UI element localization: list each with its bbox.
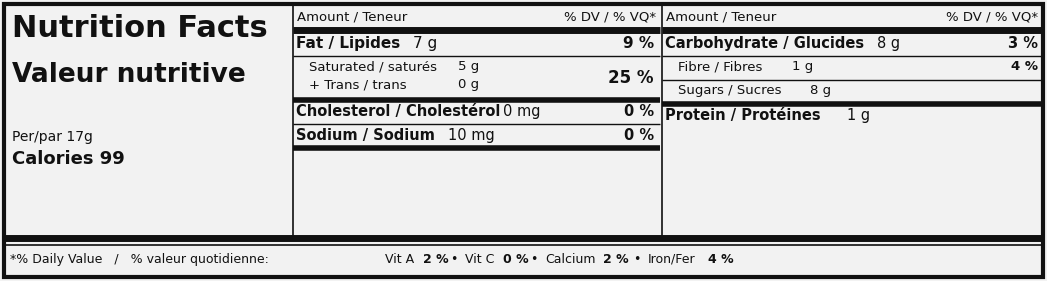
Text: 7 g: 7 g	[413, 36, 438, 51]
Text: •: •	[450, 253, 458, 266]
Text: 10 mg: 10 mg	[448, 128, 495, 143]
Text: Amount / Teneur: Amount / Teneur	[666, 10, 776, 23]
Text: + Trans / trans: + Trans / trans	[309, 78, 406, 91]
Text: 0 %: 0 %	[624, 128, 654, 143]
Text: 8 g: 8 g	[877, 36, 900, 51]
Text: 1 g: 1 g	[792, 60, 814, 73]
Text: Nutrition Facts: Nutrition Facts	[12, 14, 268, 43]
Text: 1 g: 1 g	[847, 108, 870, 123]
Text: % DV / % VQ*: % DV / % VQ*	[564, 10, 656, 23]
Text: Amount / Teneur: Amount / Teneur	[297, 10, 407, 23]
Text: 3 %: 3 %	[1008, 36, 1038, 51]
Text: Vit C: Vit C	[465, 253, 494, 266]
Text: Vit A: Vit A	[385, 253, 415, 266]
Text: 25 %: 25 %	[608, 69, 654, 87]
Text: Calcium: Calcium	[545, 253, 596, 266]
Text: Valeur nutritive: Valeur nutritive	[12, 62, 246, 88]
Text: Sugars / Sucres: Sugars / Sucres	[678, 84, 781, 97]
Text: 0 g: 0 g	[458, 78, 480, 91]
Text: 0 %: 0 %	[624, 104, 654, 119]
Text: Calories 99: Calories 99	[12, 150, 125, 168]
Text: Protein / Protéines: Protein / Protéines	[665, 108, 821, 123]
Text: Cholesterol / Cholestérol: Cholesterol / Cholestérol	[296, 104, 500, 119]
Text: 4 %: 4 %	[1011, 60, 1038, 73]
Text: % DV / % VQ*: % DV / % VQ*	[945, 10, 1038, 23]
Text: •: •	[530, 253, 537, 266]
Text: 2 %: 2 %	[423, 253, 448, 266]
Text: 5 g: 5 g	[458, 60, 480, 73]
Text: •: •	[633, 253, 641, 266]
Text: 4 %: 4 %	[708, 253, 734, 266]
Text: Sodium / Sodium: Sodium / Sodium	[296, 128, 435, 143]
Text: 0 %: 0 %	[503, 253, 529, 266]
Text: Iron/Fer: Iron/Fer	[648, 253, 695, 266]
Text: Fibre / Fibres: Fibre / Fibres	[678, 60, 762, 73]
Text: Fat / Lipides: Fat / Lipides	[296, 36, 400, 51]
Text: 8 g: 8 g	[810, 84, 831, 97]
Text: 2 %: 2 %	[603, 253, 628, 266]
Text: 0 mg: 0 mg	[503, 104, 540, 119]
Text: Carbohydrate / Glucides: Carbohydrate / Glucides	[665, 36, 864, 51]
Text: 9 %: 9 %	[623, 36, 654, 51]
Text: *% Daily Value   /   % valeur quotidienne:: *% Daily Value / % valeur quotidienne:	[10, 253, 269, 266]
Text: Per/par 17g: Per/par 17g	[12, 130, 93, 144]
Text: Saturated / saturés: Saturated / saturés	[309, 60, 437, 73]
